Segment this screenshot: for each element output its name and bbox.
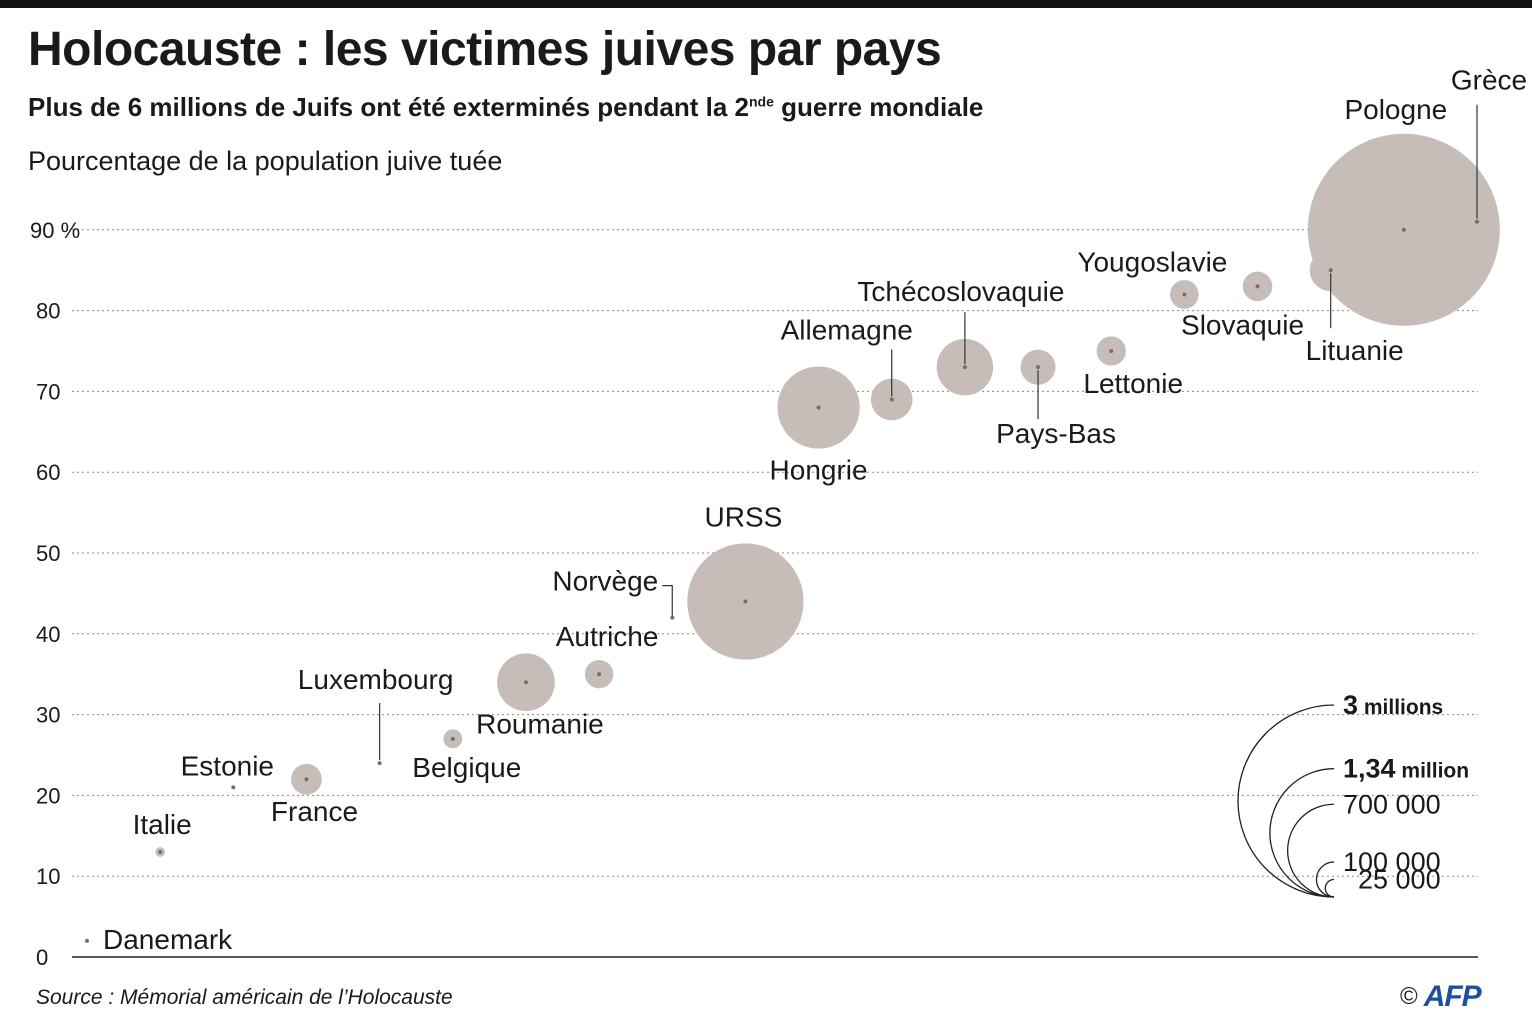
legend-circle bbox=[1237, 704, 1335, 898]
country-label: Belgique bbox=[412, 752, 521, 783]
bubble-center-dot bbox=[1475, 219, 1479, 224]
copyright-symbol: © bbox=[1400, 983, 1418, 1010]
country-label: Hongrie bbox=[770, 455, 868, 486]
country-label: Luxembourg bbox=[298, 664, 454, 695]
bubble-center-dot bbox=[889, 397, 894, 402]
bubble-center-dot bbox=[1109, 349, 1114, 353]
bubble-center-dot bbox=[523, 680, 528, 685]
legend-circle bbox=[1315, 861, 1335, 898]
country-label: URSS bbox=[705, 501, 783, 532]
country-label: Estonie bbox=[181, 750, 274, 781]
country-label: Grèce bbox=[1451, 65, 1527, 96]
legend-label: 25 000 bbox=[1358, 864, 1441, 894]
chart-subtitle: Plus de 6 millions de Juifs ont été exte… bbox=[28, 92, 983, 123]
bubble-center-dot bbox=[231, 785, 236, 790]
source-note: Source : Mémorial américain de l’Holocau… bbox=[36, 986, 453, 1009]
country-label: Pologne bbox=[1344, 94, 1447, 125]
country-label: Norvège bbox=[552, 566, 658, 597]
bubble-center-dot bbox=[743, 599, 748, 604]
legend-label: 3 millions bbox=[1343, 690, 1443, 720]
chart-title: Holocauste : les victimes juives par pay… bbox=[28, 23, 942, 76]
afp-logo: AFP bbox=[1423, 980, 1482, 1013]
bubble-center-dot bbox=[597, 672, 602, 677]
y-tick-label: 10 bbox=[36, 864, 60, 889]
subtitle-end: guerre mondiale bbox=[773, 92, 984, 122]
country-label: Slovaquie bbox=[1181, 309, 1304, 340]
country-label: Tchécoslovaquie bbox=[857, 276, 1064, 307]
subtitle-main: Plus de 6 millions de Juifs ont été exte… bbox=[28, 92, 749, 122]
y-tick-label: 0 bbox=[36, 945, 48, 970]
bubble-center-dot bbox=[1401, 227, 1406, 232]
country-label: Autriche bbox=[556, 621, 659, 652]
y-tick-label: 80 bbox=[36, 299, 60, 324]
bubble-center-dot bbox=[450, 736, 455, 741]
y-tick-label: 60 bbox=[36, 460, 60, 485]
bubble-center-dot bbox=[85, 938, 89, 943]
legend-label: 100 000 bbox=[1343, 847, 1441, 877]
top-bar bbox=[0, 0, 1532, 8]
credit: © AFP bbox=[1400, 980, 1482, 1014]
legend-circle bbox=[1286, 803, 1335, 898]
y-tick-label: 20 bbox=[36, 783, 60, 808]
legend-label: 1,34 million bbox=[1343, 754, 1469, 784]
y-tick-label: 30 bbox=[36, 703, 60, 728]
bubble-center-dot bbox=[1255, 284, 1260, 289]
bubble-center-dot bbox=[158, 849, 163, 854]
country-label: Italie bbox=[133, 809, 192, 840]
bubble-center-dot bbox=[1328, 268, 1333, 273]
bubble-center-dot bbox=[1182, 292, 1187, 297]
subtitle-superscript: nde bbox=[748, 93, 774, 110]
y-tick-label: 70 bbox=[36, 379, 60, 404]
country-label: Lettonie bbox=[1083, 368, 1183, 399]
legend-label: 700 000 bbox=[1343, 789, 1441, 819]
country-label: Danemark bbox=[103, 924, 233, 955]
leader-line bbox=[662, 585, 673, 616]
bubble-center-dot bbox=[1036, 365, 1041, 370]
y-tick-label: 40 bbox=[36, 622, 60, 647]
legend-circle bbox=[1269, 768, 1335, 898]
country-label: Pays-Bas bbox=[996, 418, 1116, 449]
bubble-center-dot bbox=[962, 365, 967, 370]
country-label: Lituanie bbox=[1306, 335, 1404, 366]
country-label: Roumanie bbox=[476, 708, 604, 739]
bubble-center-dot bbox=[816, 405, 821, 410]
country-label: Allemagne bbox=[781, 314, 913, 345]
y-tick-label: 50 bbox=[36, 541, 60, 566]
y-axis-title: Pourcentage de la population juive tuée bbox=[28, 146, 503, 176]
bubble-center-dot bbox=[304, 777, 309, 782]
bubble-center-dot bbox=[377, 761, 382, 766]
legend-circle bbox=[1324, 878, 1335, 898]
country-label: Yougoslavie bbox=[1077, 246, 1227, 277]
bubble-center-dot bbox=[670, 615, 675, 620]
country-label: France bbox=[271, 796, 358, 827]
y-tick-label: 90 % bbox=[30, 218, 80, 243]
